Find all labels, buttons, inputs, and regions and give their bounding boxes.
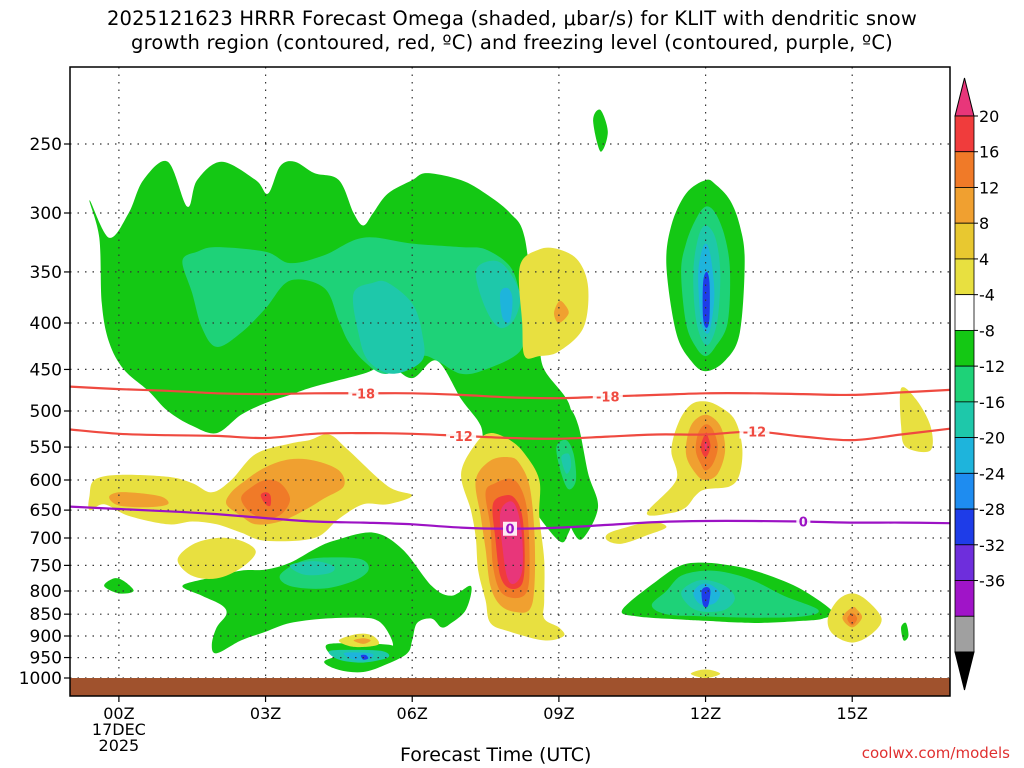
colorbar-bin-13 (954, 544, 975, 581)
colorbar-bin-10 (954, 437, 975, 474)
contour-label: -18 (352, 387, 376, 402)
contour-label-bg (348, 386, 379, 401)
colorbar-label: -16 (979, 393, 1005, 412)
contour-label-bg (739, 424, 770, 439)
colorbar-label: 16 (979, 143, 999, 162)
colorbar-label: -12 (979, 357, 1005, 376)
omega-region-2 (352, 280, 425, 374)
dgz-contour--12 (70, 427, 950, 442)
x-tick-label: 03Z (250, 704, 281, 723)
omega-region-49 (847, 613, 858, 626)
omega-region-46 (605, 521, 667, 544)
y-tick-label: 1000 (19, 669, 62, 689)
colorbar-label: -28 (979, 500, 1005, 519)
omega-region-50 (899, 387, 933, 453)
omega-region-9 (702, 271, 710, 328)
chart-title-line-2: growth region (contoured, red, ºC) and f… (131, 31, 893, 54)
y-tick-label: 400 (30, 314, 62, 334)
colorbar-bin-6 (954, 294, 975, 331)
colorbar-label: 4 (979, 250, 989, 269)
y-tick-label: 450 (30, 360, 62, 380)
omega-region-4 (499, 287, 513, 323)
chart-title-line-1: 2025121623 HRRR Forecast Omega (shaded, … (106, 7, 918, 30)
contour-label: -12 (743, 426, 767, 441)
omega-region-19 (701, 587, 711, 608)
colorbar-label: -36 (979, 572, 1005, 591)
y-tick-label: 350 (30, 263, 62, 283)
x-axis-label: Forecast Time (UTC) (400, 744, 592, 766)
omega-region-14 (289, 561, 335, 576)
y-tick-label: 950 (30, 649, 62, 669)
y-tick-label: 650 (30, 501, 62, 521)
y-tick-label: 550 (30, 438, 62, 458)
y-tick-label: 750 (30, 556, 62, 576)
colorbar-bin-5 (954, 258, 975, 296)
colorbar-label: 12 (979, 178, 999, 197)
colorbar-cap-bottom (954, 651, 975, 691)
y-tick-label: 900 (30, 627, 62, 647)
omega-region-52 (353, 638, 371, 644)
contour-label-bg (592, 389, 623, 404)
x-tick-label: 15Z (837, 704, 868, 723)
y-tick-label: 600 (30, 471, 62, 491)
colorbar-bin-9 (954, 401, 975, 439)
contour-label: 0 (505, 523, 514, 538)
colorbar-label: -20 (979, 429, 1005, 448)
colorbar-label: 20 (979, 107, 999, 126)
omega-region-10 (593, 109, 608, 152)
colorbar-bin-8 (954, 365, 975, 403)
omega-region-29 (177, 537, 256, 579)
contour-label: -18 (596, 391, 620, 406)
x-tick-date-label: 17DEC (92, 720, 146, 739)
omega-region-53 (690, 669, 721, 678)
omega-region-35 (554, 300, 569, 323)
y-tick-label: 850 (30, 605, 62, 625)
plot-frame (69, 66, 951, 697)
colorbar-bin-1 (954, 115, 975, 153)
colorbar-bin-4 (954, 222, 975, 260)
colorbar-bin-11 (954, 472, 975, 510)
colorbar-cap-top (954, 77, 975, 117)
x-tick-label: 12Z (690, 704, 721, 723)
dgz-contour--18 (70, 385, 950, 400)
colorbar-bin-3 (954, 187, 975, 224)
colorbar-label: -32 (979, 536, 1005, 555)
contour-label: -12 (449, 430, 473, 445)
y-tick-label: 700 (30, 529, 62, 549)
colorbar-label: 8 (979, 214, 989, 233)
omega-region-45 (704, 442, 708, 451)
colorbar-label: -24 (979, 464, 1005, 483)
y-tick-label: 300 (30, 204, 62, 224)
omega-region-34 (518, 247, 589, 359)
y-tick-label: 250 (30, 135, 62, 155)
contour-label: 0 (799, 516, 808, 531)
x-tick-date-label: 2025 (99, 736, 140, 755)
omega-region-27 (360, 654, 369, 660)
omega-region-22 (561, 453, 572, 474)
colorbar-label: -8 (979, 321, 995, 340)
colorbar-bin-7 (954, 329, 975, 367)
colorbar-bin-12 (954, 508, 975, 546)
contour-label-bg (503, 521, 517, 536)
omega-region-30 (109, 492, 169, 508)
contour-label-bg (446, 428, 477, 443)
contour-label-bg (796, 514, 811, 529)
ground-bar (70, 678, 950, 696)
y-tick-label: 500 (30, 402, 62, 422)
colorbar-label: -4 (979, 286, 995, 305)
x-tick-label: 09Z (543, 704, 574, 723)
colorbar-bin-14 (954, 580, 975, 617)
colorbar-bin-15 (954, 615, 975, 653)
colorbar-bin-2 (954, 151, 975, 188)
y-tick-label: 800 (30, 582, 62, 602)
x-tick-label: 00Z (103, 704, 134, 723)
omega-region-33 (260, 492, 272, 507)
source-credit: coolwx.com/models (861, 744, 1010, 762)
omega-region-11 (182, 532, 472, 673)
x-tick-label: 06Z (397, 704, 428, 723)
